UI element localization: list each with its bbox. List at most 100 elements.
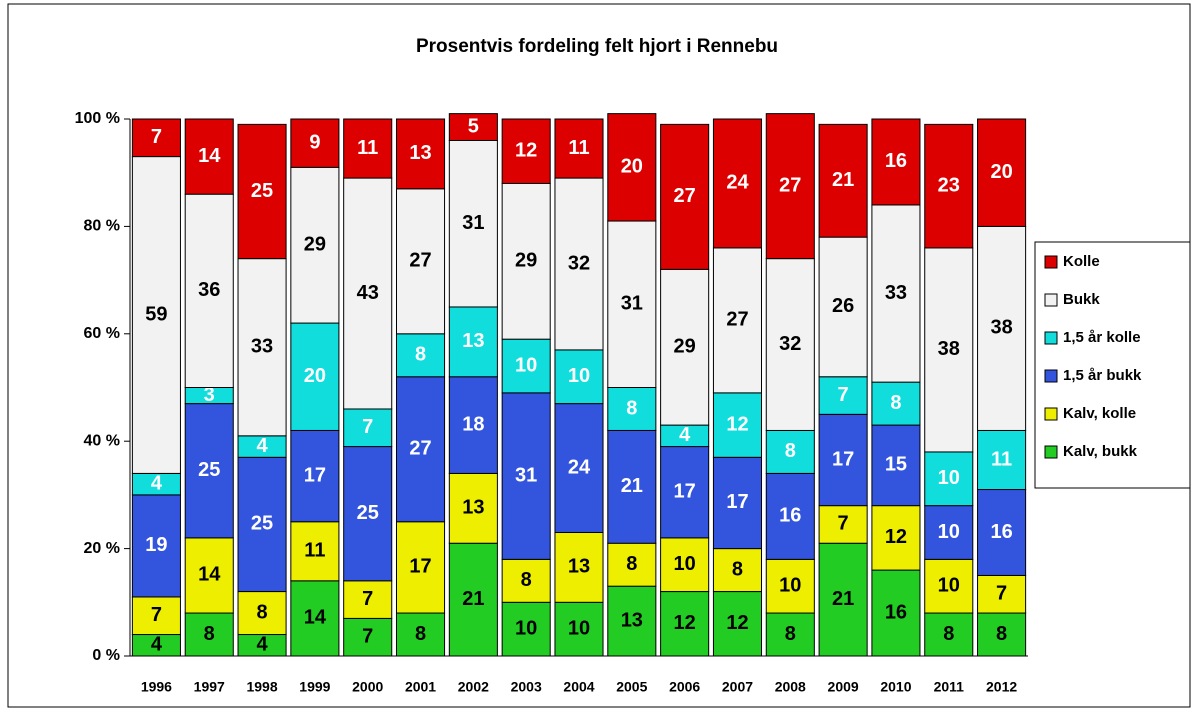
bar-segment bbox=[924, 247, 974, 453]
data-label: 24 bbox=[568, 456, 591, 478]
bar-segment bbox=[977, 429, 1027, 491]
bar-segment bbox=[395, 333, 446, 378]
bar-segment bbox=[660, 268, 710, 426]
data-label: 27 bbox=[674, 185, 696, 207]
bar-segment bbox=[343, 177, 393, 410]
data-label: 7 bbox=[362, 588, 373, 610]
y-tick-label: 0 % bbox=[92, 647, 120, 664]
data-label: 25 bbox=[357, 502, 379, 524]
bar-segment bbox=[607, 429, 657, 544]
data-label: 7 bbox=[151, 126, 162, 148]
data-label: 16 bbox=[779, 505, 801, 527]
data-label: 12 bbox=[726, 612, 748, 634]
legend-swatch bbox=[1044, 407, 1058, 421]
data-label: 17 bbox=[832, 448, 854, 470]
data-label: 16 bbox=[885, 601, 907, 623]
data-label: 8 bbox=[626, 397, 637, 419]
data-label: 10 bbox=[779, 574, 801, 596]
bar-segment bbox=[607, 585, 657, 657]
data-label: 33 bbox=[251, 336, 273, 358]
bar-segment bbox=[607, 542, 657, 587]
data-label: 11 bbox=[357, 137, 378, 159]
bar-segment bbox=[184, 118, 234, 195]
data-label: 11 bbox=[991, 448, 1012, 470]
data-label: 27 bbox=[409, 250, 431, 272]
bar-segment bbox=[131, 118, 181, 158]
bar-segment bbox=[660, 537, 710, 593]
y-tick-label: 80 % bbox=[84, 218, 120, 235]
bar-segment bbox=[290, 118, 340, 168]
bar-segment bbox=[184, 537, 234, 614]
bar-segment bbox=[290, 166, 340, 324]
legend-label: 1,5 år kolle bbox=[1063, 329, 1141, 346]
x-tick-label: 2002 bbox=[458, 679, 489, 695]
legend-label: Kalv, bukk bbox=[1063, 443, 1138, 460]
legend-label: Kalv, kolle bbox=[1063, 405, 1136, 422]
bar-segment bbox=[712, 118, 763, 249]
bar-segment bbox=[290, 322, 340, 431]
data-label: 12 bbox=[726, 413, 748, 435]
bar-segment bbox=[501, 182, 551, 340]
x-tick-label: 2000 bbox=[352, 679, 383, 695]
bar-segment bbox=[448, 376, 498, 474]
data-label: 7 bbox=[362, 416, 373, 438]
data-label: 12 bbox=[515, 140, 537, 162]
bar-segment bbox=[448, 542, 498, 657]
bar-segment bbox=[290, 429, 340, 523]
data-label: 8 bbox=[785, 440, 796, 462]
x-tick-label: 1998 bbox=[246, 679, 277, 695]
bar-segment bbox=[765, 113, 815, 260]
bar-segment bbox=[501, 118, 551, 184]
data-label: 8 bbox=[626, 553, 637, 575]
data-label: 14 bbox=[198, 564, 221, 586]
data-label: 8 bbox=[415, 344, 426, 366]
data-label: 38 bbox=[938, 338, 960, 360]
x-tick-label: 2008 bbox=[775, 679, 806, 695]
data-label: 4 bbox=[151, 634, 163, 656]
data-label: 7 bbox=[838, 384, 849, 406]
bar-segment bbox=[131, 156, 181, 474]
bar-segment bbox=[977, 574, 1027, 614]
bar-segment bbox=[712, 591, 763, 657]
bar-segment bbox=[660, 123, 710, 270]
data-label: 17 bbox=[409, 556, 431, 578]
bar-segment bbox=[712, 548, 763, 593]
data-label: 20 bbox=[621, 156, 643, 178]
data-label: 27 bbox=[779, 174, 801, 196]
bar-segment bbox=[871, 424, 921, 507]
data-label: 10 bbox=[938, 467, 960, 489]
data-label: 25 bbox=[251, 513, 273, 535]
legend-swatch bbox=[1044, 293, 1058, 307]
bar-segment bbox=[977, 612, 1027, 657]
legend-label: 1,5 år bukk bbox=[1063, 367, 1142, 384]
data-label: 13 bbox=[568, 556, 590, 578]
bar-segment bbox=[395, 376, 446, 523]
bar-segment bbox=[607, 113, 657, 222]
data-label: 31 bbox=[515, 464, 537, 486]
bar-segment bbox=[765, 612, 815, 657]
data-label: 23 bbox=[938, 174, 960, 196]
bar-segment bbox=[924, 612, 974, 657]
data-label: 9 bbox=[309, 131, 320, 153]
bar-segment bbox=[818, 123, 868, 238]
data-label: 4 bbox=[256, 435, 268, 457]
data-label: 11 bbox=[568, 137, 589, 159]
data-label: 32 bbox=[779, 333, 801, 355]
bar-segment bbox=[818, 236, 868, 378]
data-label: 16 bbox=[885, 150, 907, 172]
data-label: 18 bbox=[462, 413, 484, 435]
data-label: 31 bbox=[621, 293, 643, 315]
data-label: 12 bbox=[674, 612, 696, 634]
data-label: 24 bbox=[726, 172, 749, 194]
legend-swatch bbox=[1044, 255, 1058, 269]
x-tick-label: 2004 bbox=[563, 679, 594, 695]
x-tick-label: 2005 bbox=[616, 679, 647, 695]
data-label: 8 bbox=[204, 623, 215, 645]
data-label: 8 bbox=[415, 623, 426, 645]
data-label: 13 bbox=[462, 497, 484, 519]
bar-segment bbox=[924, 451, 974, 507]
bar-segment bbox=[607, 220, 657, 388]
bar-segment bbox=[765, 472, 815, 560]
data-label: 10 bbox=[515, 354, 537, 376]
x-tick-label: 2011 bbox=[934, 679, 965, 695]
